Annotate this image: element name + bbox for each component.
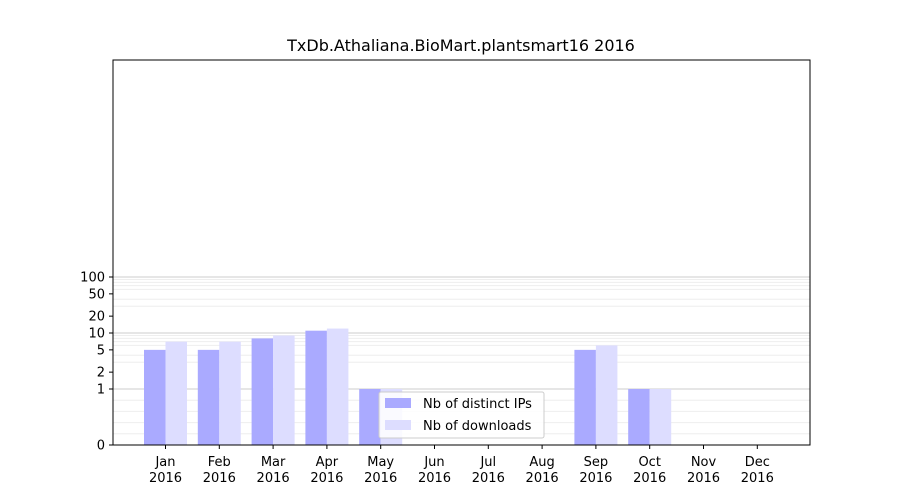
x-tick-label-year: 2016 bbox=[687, 471, 720, 486]
legend-label-downloads: Nb of downloads bbox=[423, 419, 532, 434]
x-tick-label-month: Apr bbox=[316, 455, 339, 470]
x-tick-label-month: Jun bbox=[423, 455, 444, 470]
x-tick-label-month: Mar bbox=[261, 455, 286, 470]
chart-title: TxDb.Athaliana.BioMart.plantsmart16 2016 bbox=[286, 36, 635, 55]
x-tick-label-year: 2016 bbox=[741, 471, 774, 486]
y-tick-label: 1 bbox=[97, 383, 105, 398]
x-axis: Jan2016Feb2016Mar2016Apr2016May2016Jun20… bbox=[149, 445, 774, 486]
x-tick-label-year: 2016 bbox=[149, 471, 182, 486]
plot-frame bbox=[112, 59, 811, 446]
x-tick-label-year: 2016 bbox=[310, 471, 343, 486]
legend: Nb of distinct IPs Nb of downloads bbox=[378, 391, 545, 439]
x-tick-label-year: 2016 bbox=[418, 471, 451, 486]
bar-downloads bbox=[649, 389, 672, 445]
bar-distinct-ips bbox=[197, 349, 220, 445]
x-tick-label-month: Aug bbox=[529, 455, 554, 470]
x-tick-label-month: Oct bbox=[638, 455, 660, 470]
x-tick-label-month: Sep bbox=[584, 455, 609, 470]
bars bbox=[144, 328, 672, 445]
bar-distinct-ips bbox=[359, 389, 381, 445]
bar-downloads bbox=[165, 341, 187, 445]
x-tick-label-year: 2016 bbox=[526, 471, 559, 486]
legend-label-distinct-ips: Nb of distinct IPs bbox=[423, 397, 532, 412]
x-tick-label-year: 2016 bbox=[579, 471, 612, 486]
legend-box bbox=[378, 391, 545, 439]
x-tick-label-year: 2016 bbox=[257, 471, 290, 486]
x-tick-label-month: Feb bbox=[208, 455, 231, 470]
y-tick-label: 100 bbox=[80, 271, 105, 286]
y-tick-label: 50 bbox=[88, 287, 105, 302]
bar-distinct-ips bbox=[251, 338, 274, 445]
x-tick-label-month: May bbox=[367, 455, 394, 470]
x-tick-label-year: 2016 bbox=[472, 471, 505, 486]
bar-distinct-ips bbox=[574, 349, 596, 445]
bar-distinct-ips bbox=[305, 330, 327, 445]
bar-downloads bbox=[326, 328, 349, 445]
bar-downloads bbox=[595, 345, 618, 445]
bar-distinct-ips bbox=[628, 389, 650, 445]
bar-distinct-ips bbox=[144, 349, 166, 445]
bar-downloads bbox=[273, 335, 295, 445]
legend-swatch-distinct-ips bbox=[385, 398, 411, 408]
x-tick-label-year: 2016 bbox=[633, 471, 666, 486]
x-tick-label-month: Jan bbox=[154, 455, 175, 470]
bar-downloads bbox=[219, 341, 241, 445]
x-tick-label-year: 2016 bbox=[203, 471, 236, 486]
y-tick-label: 0 bbox=[97, 439, 105, 454]
legend-swatch-downloads bbox=[385, 420, 411, 430]
x-tick-label-month: Nov bbox=[691, 455, 717, 470]
y-tick-label: 10 bbox=[88, 327, 105, 342]
y-tick-label: 20 bbox=[88, 310, 105, 325]
y-tick-label: 5 bbox=[97, 343, 105, 358]
x-tick-label-month: Jul bbox=[479, 455, 496, 470]
y-tick-label: 2 bbox=[97, 366, 105, 381]
x-tick-label-year: 2016 bbox=[364, 471, 397, 486]
x-tick-label-month: Dec bbox=[745, 455, 770, 470]
